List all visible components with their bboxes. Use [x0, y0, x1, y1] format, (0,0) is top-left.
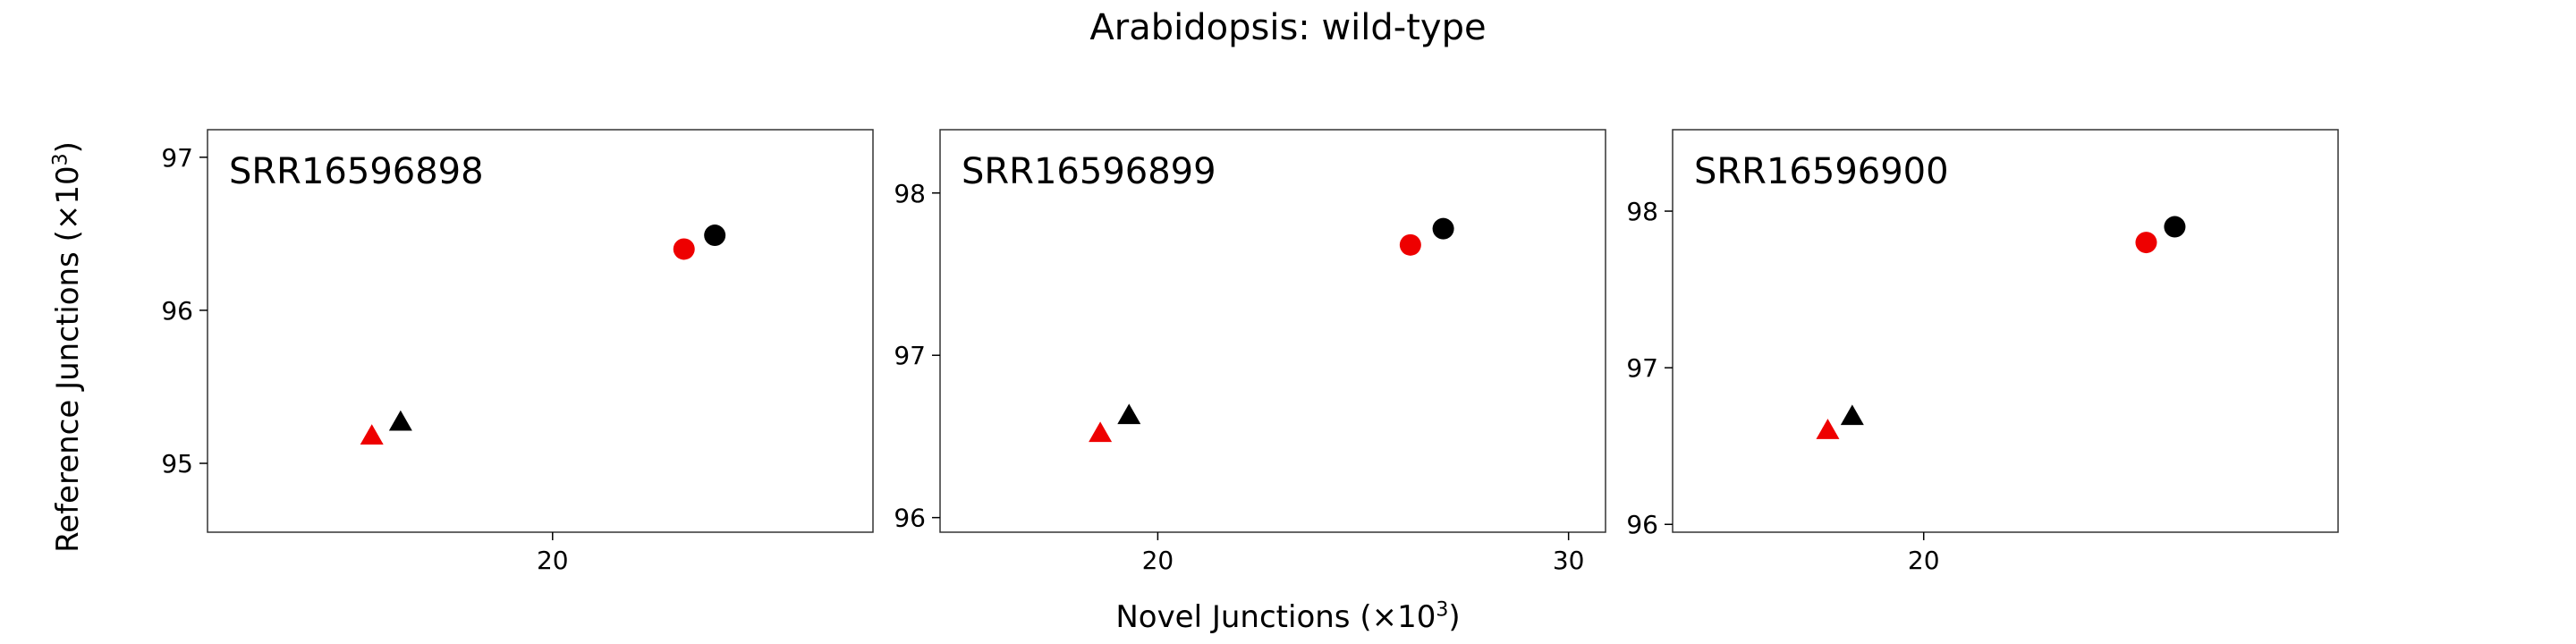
panel-frame [939, 129, 1606, 533]
y-tick-label: 96 [894, 504, 926, 533]
panel-frame [207, 129, 874, 533]
point-circle-black [1432, 217, 1454, 240]
panel-title: SRR16596899 [962, 151, 1216, 192]
panel-title: SRR16596898 [229, 151, 484, 192]
y-axis-label-suffix: ) [50, 141, 86, 154]
panel-frame [1672, 129, 2339, 533]
point-triangle-black [1840, 404, 1864, 426]
panel-title: SRR16596900 [1694, 151, 1949, 192]
y-axis-label: Reference Junctions (×103) [48, 141, 86, 553]
point-circle-black [2164, 216, 2186, 238]
y-tick-label: 95 [161, 449, 193, 479]
x-tick-label: 20 [1908, 546, 1940, 575]
y-axis-label-exponent: 3 [48, 153, 72, 166]
point-triangle-red [360, 424, 384, 445]
figure-title: Arabidopsis: wild-type [1089, 7, 1487, 48]
y-tick-label: 97 [1626, 353, 1658, 383]
y-axis-label-prefix: Reference Junctions (×10 [50, 165, 86, 553]
x-axis-label-suffix: ) [1448, 599, 1461, 635]
y-tick-label: 96 [161, 296, 193, 326]
panel-1: 20 95 96 97 SRR16596898 [161, 129, 874, 575]
point-triangle-red [1816, 419, 1840, 439]
y-tick-label: 98 [894, 179, 926, 208]
point-triangle-black [388, 410, 412, 431]
point-triangle-black [1117, 403, 1141, 425]
x-axis-label-prefix: Novel Junctions (×10 [1115, 599, 1436, 635]
point-circle-red [673, 238, 695, 260]
panel-3: 20 96 97 98 SRR16596900 [1626, 129, 2339, 575]
x-tick-label: 30 [1553, 546, 1585, 575]
x-tick-label: 20 [537, 546, 569, 575]
point-circle-red [2135, 232, 2157, 254]
x-tick-label: 20 [1142, 546, 1174, 575]
y-tick-label: 98 [1626, 197, 1658, 226]
x-axis-label-exponent: 3 [1436, 597, 1449, 622]
point-triangle-red [1089, 421, 1113, 443]
y-tick-label: 96 [1626, 510, 1658, 539]
panel-2: 20 30 96 97 98 SRR16596899 [894, 129, 1606, 575]
point-circle-red [1399, 233, 1421, 256]
x-axis-label: Novel Junctions (×103) [0, 599, 2576, 635]
y-tick-label: 97 [894, 341, 926, 370]
y-tick-label: 97 [161, 143, 193, 173]
point-circle-black [704, 225, 726, 247]
